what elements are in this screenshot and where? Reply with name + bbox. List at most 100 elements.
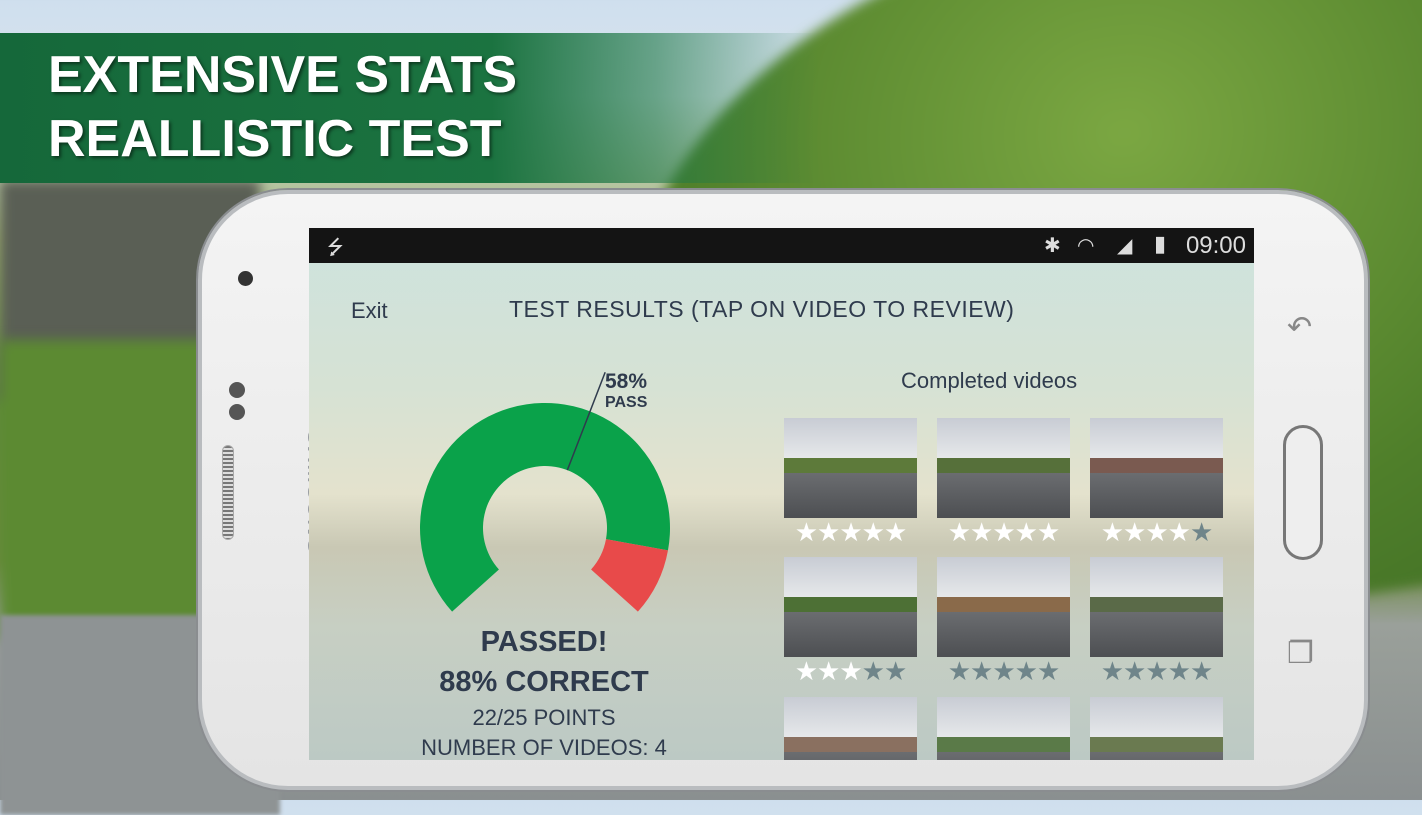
usb-icon: ⭍	[327, 237, 344, 259]
back-icon[interactable]: ↶	[1287, 311, 1313, 344]
pass-text: PASS	[605, 394, 648, 411]
star-filled-icon: ★	[839, 656, 862, 686]
star-filled-icon: ★	[794, 517, 818, 547]
clock: 09:00	[1185, 232, 1246, 259]
thumbnail-scenery	[937, 737, 1070, 752]
thumbnail-road	[937, 612, 1070, 657]
thumbnail-sky	[937, 418, 1070, 458]
gauge-pass-marker	[566, 371, 606, 471]
thumbnail-scenery	[937, 597, 1070, 612]
page-title: TEST RESULTS (TAP ON VIDEO TO REVIEW)	[509, 296, 1015, 322]
star-filled-icon: ★	[817, 656, 840, 686]
star-empty-icon: ★	[970, 656, 993, 686]
result-points: 22/25 POINTS	[472, 705, 616, 730]
star-empty-icon: ★	[861, 656, 885, 686]
speaker-grille	[222, 445, 234, 540]
star-empty-icon: ★	[1036, 656, 1060, 686]
bluetooth-icon: ✱	[1044, 235, 1061, 257]
thumbnail-sky	[1090, 697, 1223, 737]
exit-button[interactable]: Exit	[351, 298, 388, 323]
star-filled-icon: ★	[1123, 517, 1146, 547]
thumbnail-sky	[784, 418, 917, 458]
thumbnail-scenery	[1090, 737, 1223, 752]
thumbnail-road	[1090, 612, 1223, 657]
star-empty-icon: ★	[1014, 656, 1038, 686]
battery-icon: ▮	[1154, 231, 1167, 256]
thumbnail-scenery	[784, 597, 917, 612]
thumbnail-road	[784, 612, 917, 657]
banner-line-1: EXTENSIVE STATS	[48, 46, 518, 104]
status-bar: ⭍ ✱ ◠ ◢ ▮ 09:00	[309, 228, 1254, 263]
star-filled-icon: ★	[992, 517, 1015, 547]
background-grass	[0, 340, 230, 640]
star-rating: ★★★★★	[937, 658, 1070, 684]
star-rating: ★★★★★	[1090, 519, 1223, 545]
thumbnail-scenery	[784, 458, 917, 473]
video-thumbnail[interactable]	[784, 557, 917, 657]
thumbnail-scenery	[784, 737, 917, 752]
star-filled-icon: ★	[1145, 517, 1168, 547]
promo-banner: EXTENSIVE STATS REALLISTIC TEST	[0, 33, 820, 183]
gauge-correct-arc	[420, 402, 670, 612]
result-status: PASSED!	[480, 626, 608, 658]
star-filled-icon: ★	[794, 656, 818, 686]
video-thumbnail[interactable]	[1090, 697, 1223, 760]
thumbnail-sky	[784, 557, 917, 597]
recent-apps-icon[interactable]: ❐	[1287, 637, 1314, 670]
video-thumbnail[interactable]	[1090, 418, 1223, 518]
star-rating: ★★★★★	[937, 519, 1070, 545]
thumbnail-sky	[937, 697, 1070, 737]
video-thumbnail[interactable]	[937, 697, 1070, 760]
thumbnail-road	[937, 752, 1070, 760]
sensor-icon	[229, 382, 245, 398]
star-empty-icon: ★	[992, 656, 1015, 686]
home-button[interactable]	[1283, 425, 1323, 560]
thumbnail-road	[937, 473, 1070, 518]
result-correct: 88% CORRECT	[439, 666, 649, 698]
thumbnail-scenery	[937, 458, 1070, 473]
star-empty-icon: ★	[883, 656, 907, 686]
thumbnail-sky	[1090, 557, 1223, 597]
star-filled-icon: ★	[861, 517, 885, 547]
star-empty-icon: ★	[1189, 517, 1213, 547]
thumbnail-road	[784, 473, 917, 518]
star-filled-icon: ★	[839, 517, 862, 547]
sensor-icon	[229, 404, 245, 420]
star-rating: ★★★★★	[784, 519, 917, 545]
star-empty-icon: ★	[1145, 656, 1168, 686]
thumbnail-scenery	[1090, 458, 1223, 473]
star-rating: ★★★★★	[1090, 658, 1223, 684]
app-screen: ⭍ ✱ ◠ ◢ ▮ 09:00 Exit TEST RESULTS (TAP O…	[309, 228, 1254, 760]
completed-videos-heading: Completed videos	[901, 368, 1078, 393]
banner-line-2: REALLISTIC TEST	[48, 110, 502, 168]
star-filled-icon: ★	[1014, 517, 1038, 547]
pass-percent: 58%	[605, 370, 648, 393]
thumbnail-scenery	[1090, 597, 1223, 612]
star-empty-icon: ★	[947, 656, 971, 686]
star-filled-icon: ★	[947, 517, 971, 547]
star-filled-icon: ★	[817, 517, 840, 547]
pass-mark-label: 58% PASS	[605, 370, 647, 412]
thumbnail-road	[1090, 752, 1223, 760]
star-filled-icon: ★	[883, 517, 907, 547]
video-thumbnail[interactable]	[784, 418, 917, 518]
star-empty-icon: ★	[1100, 656, 1124, 686]
star-empty-icon: ★	[1189, 656, 1213, 686]
video-thumbnail[interactable]	[784, 697, 917, 760]
video-thumbnail[interactable]	[937, 557, 1070, 657]
thumbnail-sky	[1090, 418, 1223, 458]
video-thumbnail[interactable]	[937, 418, 1070, 518]
gauge-incorrect-arc	[591, 539, 668, 612]
video-thumbnail[interactable]	[1090, 557, 1223, 657]
star-filled-icon: ★	[970, 517, 993, 547]
thumbnail-road	[1090, 473, 1223, 518]
star-filled-icon: ★	[1100, 517, 1124, 547]
thumbnail-sky	[937, 557, 1070, 597]
star-empty-icon: ★	[1167, 656, 1191, 686]
score-gauge	[420, 371, 670, 612]
result-video-count: NUMBER OF VIDEOS: 4	[421, 735, 667, 760]
signal-icon: ◢	[1117, 235, 1133, 257]
thumbnail-road	[784, 752, 917, 760]
thumbnail-sky	[784, 697, 917, 737]
star-rating: ★★★★★	[784, 658, 917, 684]
